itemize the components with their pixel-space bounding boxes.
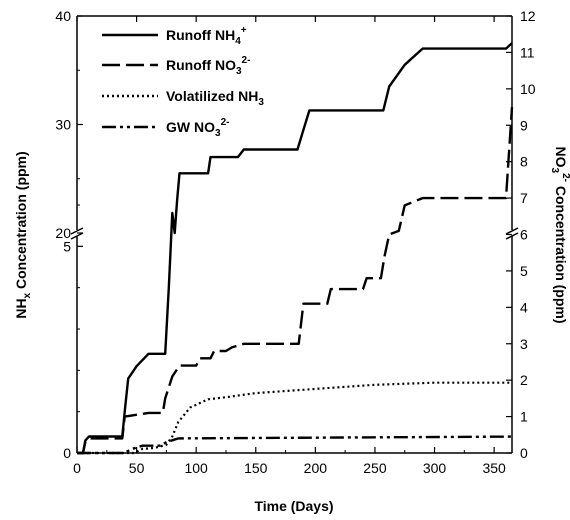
series-line-1 (77, 42, 513, 455)
y-left-tick-label: 40 (55, 8, 71, 24)
legend: Runoff NH4+ Runoff NO32- Volatilized NH3 GW… (102, 25, 264, 139)
y-axis-label-left: NHx Concentration (ppm) (13, 151, 33, 318)
x-tick-label: 350 (482, 460, 506, 476)
axis-break-mark-left-b (70, 232, 84, 240)
y-right-tick-label: 2 (520, 372, 528, 388)
series-line-2 (77, 106, 514, 455)
series-line-3 (77, 381, 512, 455)
x-tick-label: 300 (423, 460, 447, 476)
y-left-tick-label: 30 (55, 117, 71, 133)
plot-axes (70, 15, 519, 454)
legend-label-2: Runoff NO32- (166, 55, 250, 77)
y-right-tick-label: 1 (520, 409, 528, 425)
x-tick-label: 150 (244, 460, 268, 476)
y-axis-label-right: NO32- Concentration (ppm) (549, 146, 570, 323)
axis-break-mark-left-a (70, 227, 84, 235)
x-tick-label: 200 (304, 460, 328, 476)
y-right-tick-label: 11 (520, 44, 535, 60)
x-tick-label: 50 (129, 460, 145, 476)
y-right-tick-label: 6 (520, 227, 528, 243)
y-right-tick-label: 3 (520, 336, 528, 352)
x-tick-label: 0 (73, 460, 81, 476)
series-line-4 (77, 435, 513, 455)
y-right-tick-label: 5 (520, 263, 528, 279)
y-right-tick-label: 9 (520, 117, 528, 133)
x-tick-label: 250 (363, 460, 387, 476)
y-right-tick-label: 4 (520, 299, 528, 315)
legend-label-3: Volatilized NH3 (166, 88, 264, 108)
y-left-tick-label: 5 (63, 238, 71, 254)
y-left-tick-label: 20 (55, 225, 71, 241)
x-axis-label: Time (Days) (254, 498, 333, 514)
x-tick-label: 100 (184, 460, 208, 476)
axis-break-mark-right-b (505, 232, 519, 240)
legend-label-1: Runoff NH4+ (166, 25, 247, 47)
axis-break-mark-right-a (505, 227, 519, 235)
y-right-tick-label: 8 (520, 154, 528, 170)
y-left-tick-label: 0 (63, 445, 71, 461)
y-right-tick-label: 7 (520, 190, 528, 206)
legend-label-4: GW NO32- (166, 117, 229, 139)
series-layer (77, 42, 514, 455)
y-right-tick-label: 10 (520, 81, 536, 97)
tick-layer: 0 50 100 150 200 250 300 3500520304001234567891… (55, 8, 535, 476)
axis-break-gap-right (505, 230, 519, 236)
y-right-tick-label: 0 (520, 445, 528, 461)
y-right-tick-label: 12 (520, 8, 536, 24)
